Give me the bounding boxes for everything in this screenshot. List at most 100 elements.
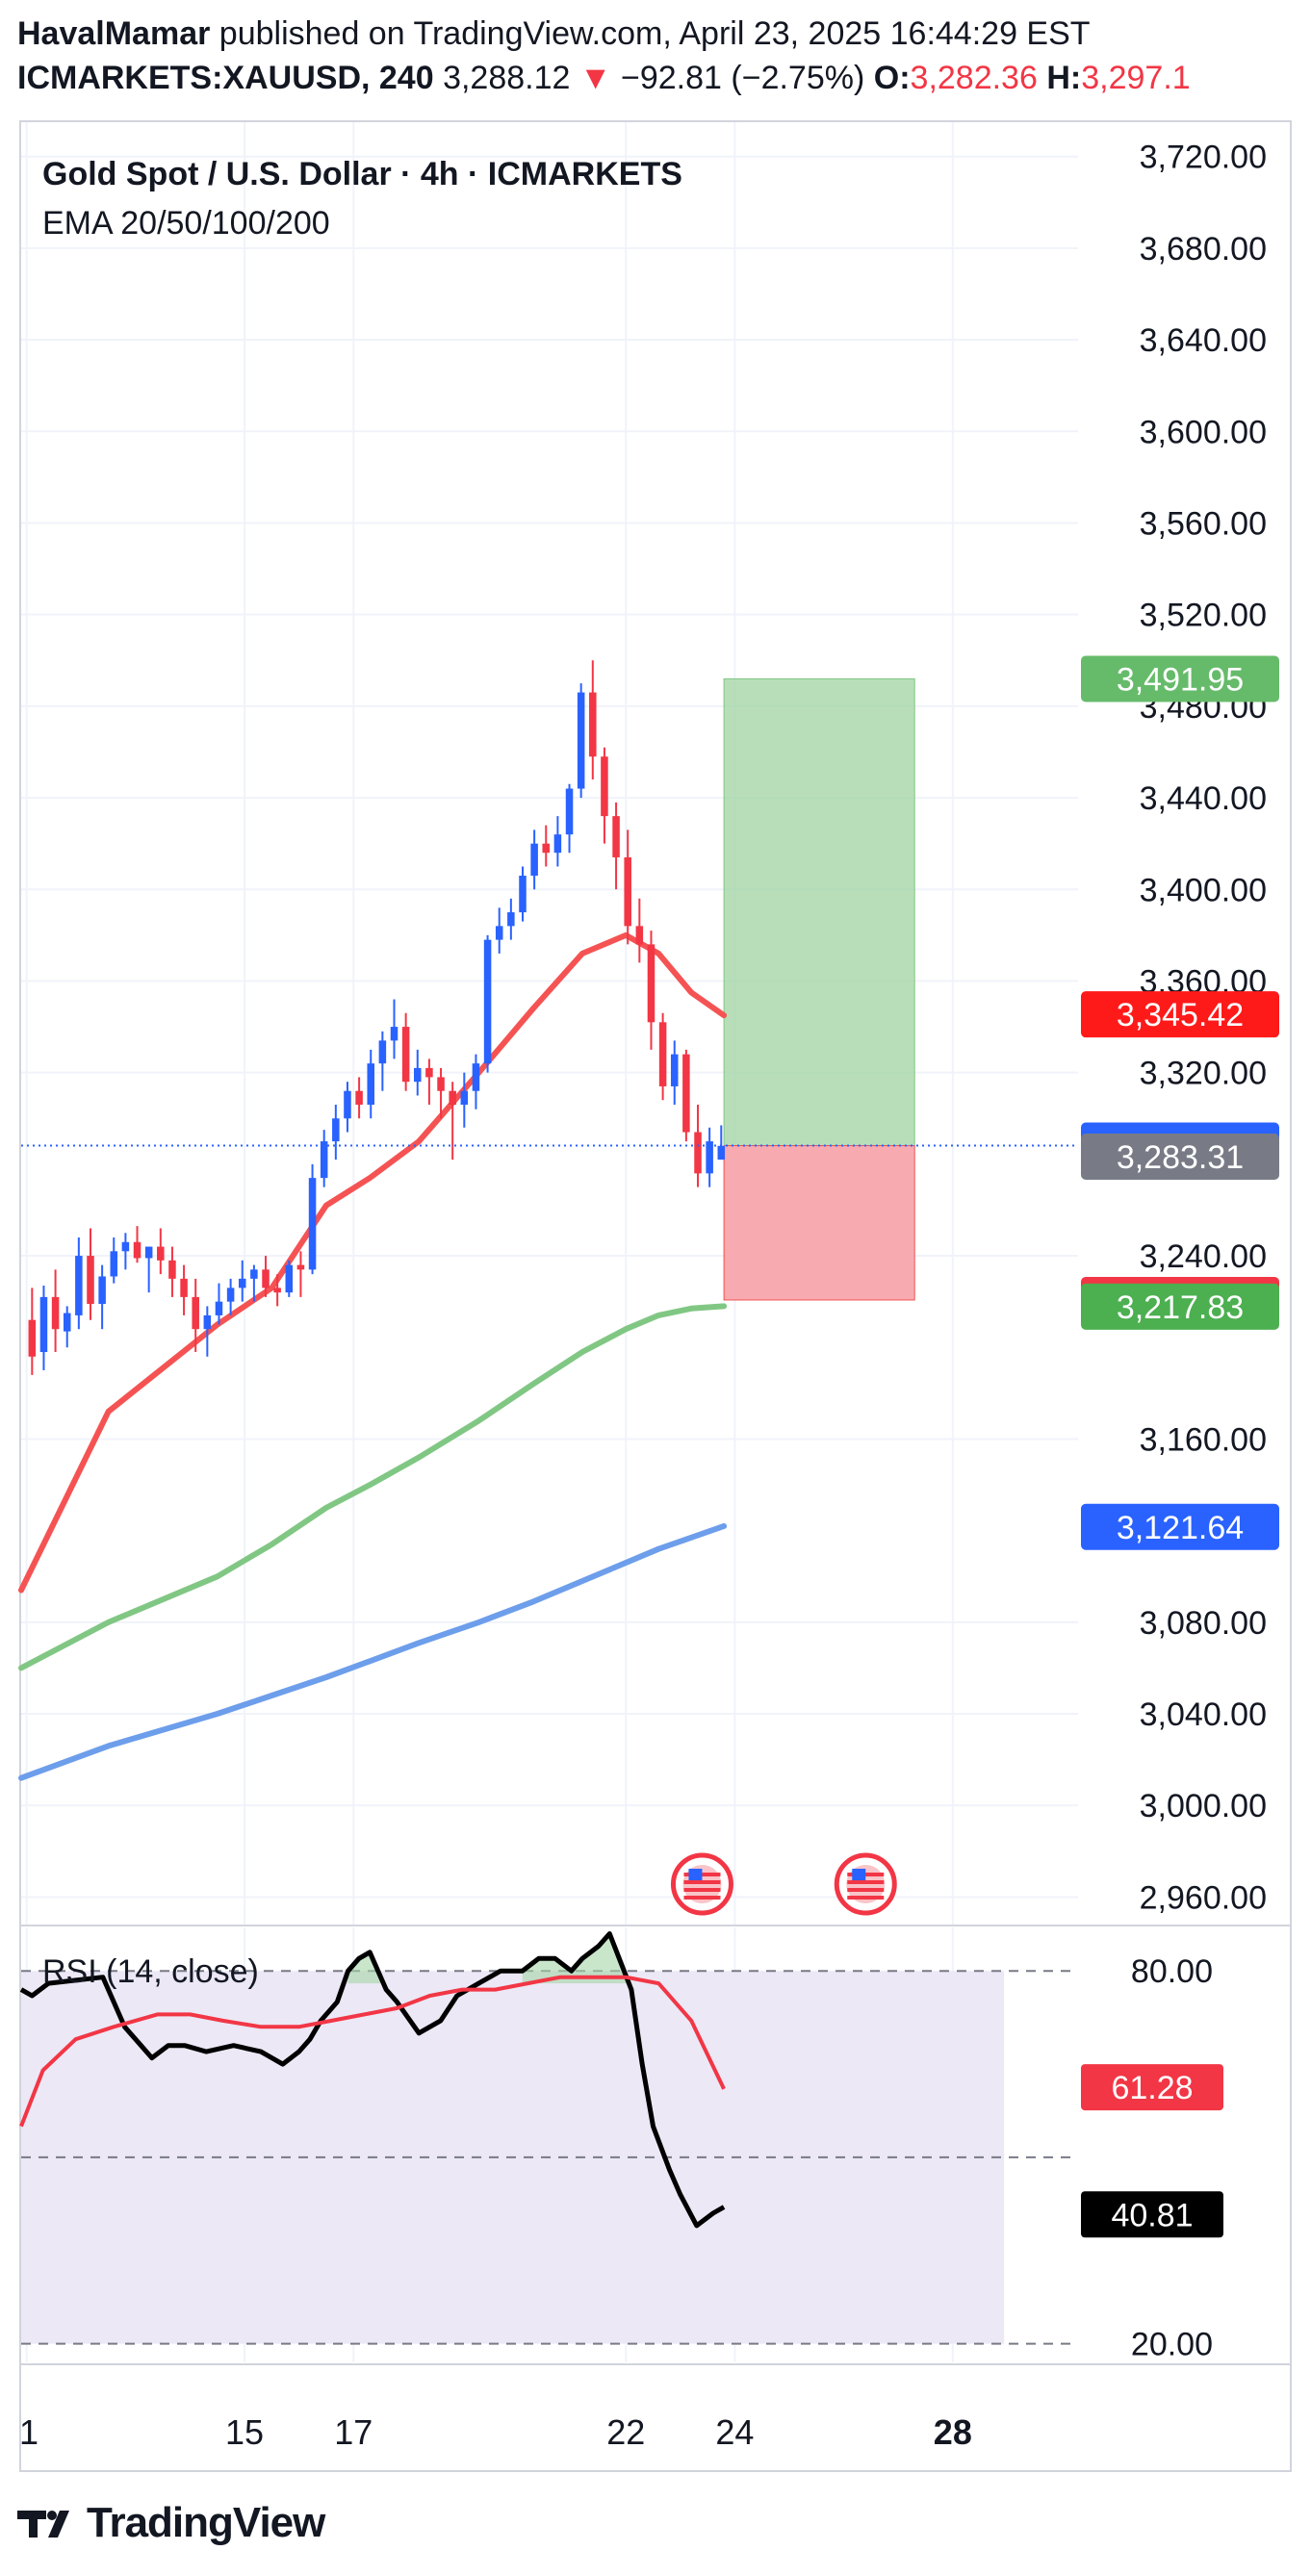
candle-body (565, 788, 574, 835)
y-tick-label: 3,000.00 (1140, 1788, 1267, 1824)
us-flag-stripe (683, 1888, 721, 1892)
y-tick-label: 3,680.00 (1140, 231, 1267, 268)
candle-body (226, 1288, 235, 1302)
candle-body (308, 1178, 317, 1270)
ema-line-ema20 (18, 931, 728, 1594)
price-label-bg (1081, 1283, 1279, 1330)
rsi-value-label: 61.28 (1111, 2070, 1193, 2106)
symbol-name: ICMARKETS:XAUUSD, 240 (17, 60, 434, 96)
chart-header: HavalMamar published on TradingView.com,… (17, 12, 1298, 100)
x-tick-label: 1 (19, 2412, 39, 2452)
rsi-ma-line (19, 1975, 726, 2128)
us-flag-stripe (847, 1888, 885, 1892)
us-flag-stripe (683, 1880, 721, 1884)
candle-body (133, 1241, 141, 1259)
candle-body (378, 1040, 387, 1064)
candle-body (390, 1027, 398, 1041)
candle-body (367, 1063, 374, 1105)
rsi-value-label-bg (1081, 2064, 1223, 2111)
candle-body (121, 1241, 130, 1252)
last-price: 3,288.12 (443, 60, 571, 96)
y-tick-label: 3,160.00 (1140, 1421, 1267, 1458)
candle-body (483, 939, 492, 1064)
price-label-bg (1081, 1503, 1279, 1550)
chart-title: Gold Spot / U.S. Dollar · 4h · ICMARKETS (42, 156, 682, 192)
candle-body (168, 1260, 176, 1279)
candle-body (157, 1246, 165, 1261)
candle-body (63, 1313, 71, 1332)
candle-body (694, 1132, 702, 1174)
candle-body (635, 926, 644, 945)
y-tick-label: 3,640.00 (1140, 322, 1267, 359)
candle-body (414, 1067, 422, 1083)
high-label: H: (1046, 60, 1082, 96)
candle-body (192, 1296, 199, 1330)
candle-body (320, 1141, 328, 1179)
candle-body (401, 1027, 410, 1083)
footer: TradingView (17, 2494, 325, 2552)
us-flag-stripe (683, 1896, 721, 1900)
price-label: 3,283.31 (1117, 1139, 1244, 1176)
publish-line: HavalMamar published on TradingView.com,… (17, 12, 1298, 56)
open-value: 3,282.36 (910, 60, 1038, 96)
candle-body (577, 692, 585, 789)
price-label-bg (1081, 991, 1279, 1038)
y-tick-label: 2,960.00 (1140, 1879, 1267, 1916)
candle-body (180, 1278, 188, 1297)
candle-body (437, 1077, 445, 1091)
candle-body (203, 1314, 212, 1330)
candle-body (215, 1301, 223, 1315)
price-label: 3,491.95 (1117, 661, 1244, 698)
price-label: 3,121.64 (1117, 1510, 1244, 1546)
candle-body (98, 1276, 106, 1305)
y-tick-label: 3,600.00 (1140, 414, 1267, 450)
candle-body (285, 1264, 294, 1293)
us-flag-canton (852, 1869, 866, 1880)
candle-body (589, 692, 597, 757)
candle-body (332, 1118, 340, 1142)
candle-body (682, 1054, 690, 1133)
candle-body (647, 944, 656, 1023)
rsi-overbought-fill (347, 1951, 420, 1984)
candle-body (296, 1264, 305, 1270)
candle-body (612, 816, 620, 857)
candle-body (706, 1141, 713, 1174)
author-name[interactable]: HavalMamar (17, 15, 211, 52)
y-tick-label: 3,080.00 (1140, 1605, 1267, 1642)
y-tick-label: 3,240.00 (1140, 1238, 1267, 1275)
candle-body (553, 834, 562, 854)
candle-body (75, 1256, 83, 1315)
y-tick-label: 3,440.00 (1140, 780, 1267, 817)
y-tick-label: 3,520.00 (1140, 598, 1267, 634)
rsi-y-tick: 20.00 (1131, 2327, 1213, 2363)
x-tick-label: 24 (715, 2412, 754, 2452)
candle-body (344, 1090, 351, 1119)
candle-body (542, 843, 551, 854)
price-label: 3,217.83 (1117, 1289, 1244, 1326)
rsi-line (19, 1931, 726, 2229)
y-tick-label: 3,400.00 (1140, 872, 1267, 908)
us-flag-stripe (847, 1896, 885, 1900)
rsi-value-label: 40.81 (1111, 2197, 1193, 2233)
us-flag-canton (688, 1869, 703, 1880)
candle-body (530, 843, 538, 876)
candle-body (658, 1022, 667, 1086)
candle-body (670, 1054, 679, 1086)
x-tick-label: 17 (334, 2412, 373, 2452)
price-change: −92.81 (−2.75%) (621, 60, 865, 96)
profit-zone (723, 677, 915, 1147)
indicator-legend: EMA 20/50/100/200 (42, 205, 330, 242)
candle-body (262, 1269, 270, 1288)
footer-brand[interactable]: TradingView (87, 2499, 325, 2546)
publish-info: published on TradingView.com, April 23, … (218, 15, 1091, 52)
candle-body (238, 1278, 246, 1288)
y-tick-label: 3,720.00 (1140, 140, 1267, 176)
candle-body (39, 1296, 48, 1353)
candle-body (449, 1090, 456, 1105)
candle-body (624, 856, 631, 927)
candle-body (472, 1063, 480, 1091)
rsi-value-label-bg (1081, 2191, 1223, 2238)
price-label-bg (1081, 655, 1279, 702)
y-tick-label: 3,040.00 (1140, 1696, 1267, 1733)
